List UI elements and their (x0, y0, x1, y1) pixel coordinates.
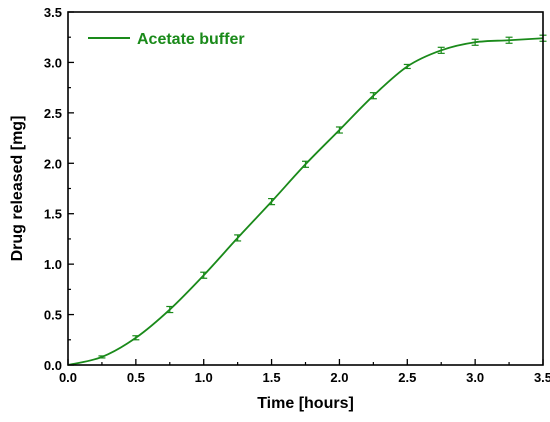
error-bar (98, 355, 106, 359)
y-tick-label: 2.5 (44, 106, 62, 121)
legend-label-acetate-buffer: Acetate buffer (137, 31, 245, 48)
series-line-acetate-buffer (67, 37, 544, 366)
error-bar (437, 46, 445, 54)
x-tick-label: 2.5 (398, 370, 416, 385)
legend: Acetate buffer (88, 31, 245, 48)
x-tick-label: 2.0 (330, 370, 348, 385)
y-tick-label: 3.0 (44, 55, 62, 70)
x-axis-title: Time [hours] (257, 395, 354, 412)
x-tick-label: 0.5 (127, 370, 145, 385)
y-tick-label: 0.5 (44, 308, 62, 323)
series-group (67, 34, 547, 366)
y-axis-ticks: 0.0 0.5 1.0 1.5 2.0 2.5 3.0 3.5 (44, 5, 74, 373)
error-bar (132, 335, 140, 341)
error-bar (302, 160, 309, 168)
y-tick-label: 2.0 (44, 156, 62, 171)
y-axis-title: Drug released [mg] (9, 116, 26, 262)
x-tick-label: 3.5 (534, 370, 550, 385)
error-bar (234, 234, 242, 242)
x-axis-ticks: 0.0 0.5 1.0 1.5 2.0 2.5 3.0 3.5 (59, 359, 550, 385)
x-tick-label: 3.0 (466, 370, 484, 385)
x-tick-label: 1.0 (195, 370, 213, 385)
error-bar (166, 305, 174, 314)
error-bar (200, 271, 208, 279)
error-bar (335, 126, 343, 134)
error-bar (268, 197, 276, 206)
y-tick-label: 3.5 (44, 5, 62, 20)
y-tick-label: 1.5 (44, 207, 62, 222)
error-bar (505, 36, 513, 44)
plot-area-frame (67, 11, 544, 366)
error-bar (471, 38, 479, 46)
y-tick-label: 1.0 (44, 257, 62, 272)
y-tick-label: 0.0 (44, 358, 62, 373)
error-bar (369, 92, 377, 100)
x-tick-label: 0.0 (59, 370, 77, 385)
x-tick-label: 1.5 (263, 370, 281, 385)
error-bar (403, 63, 411, 70)
